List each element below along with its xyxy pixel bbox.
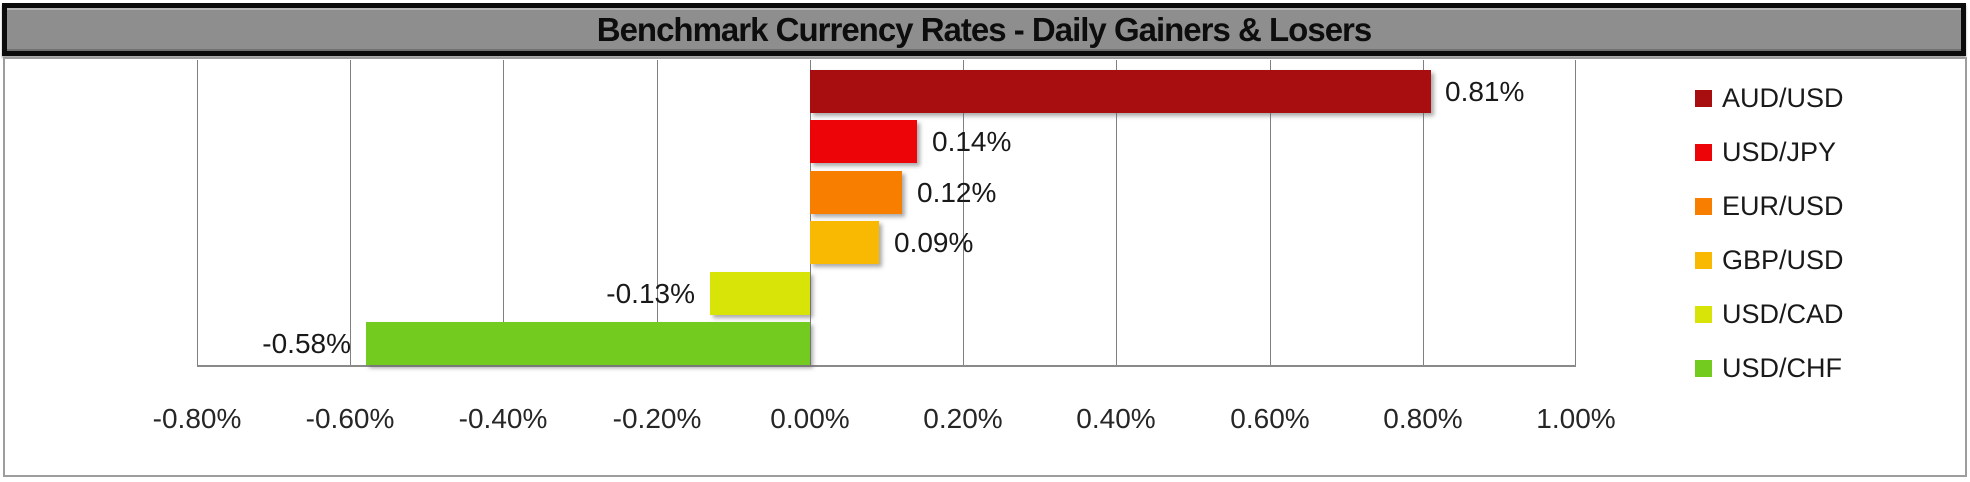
- legend-item-aud-usd: AUD/USD: [1695, 82, 1844, 113]
- legend-swatch-icon: [1695, 89, 1712, 107]
- legend-label: USD/CHF: [1722, 352, 1842, 383]
- legend-item-gbp-usd: GBP/USD: [1695, 244, 1844, 275]
- gridline: [963, 60, 964, 365]
- bar-gbp-usd: [810, 221, 879, 264]
- x-axis-tick-label: 0.00%: [770, 403, 850, 434]
- legend-label: AUD/USD: [1722, 82, 1844, 113]
- x-axis-tick-label: -0.60%: [305, 403, 395, 434]
- bar-eur-usd: [810, 171, 902, 214]
- legend-label: EUR/USD: [1722, 190, 1844, 221]
- legend-label: USD/JPY: [1722, 136, 1837, 167]
- legend-label: GBP/USD: [1722, 244, 1844, 275]
- legend-item-usd-chf: USD/CHF: [1695, 352, 1844, 383]
- x-axis-tick-label: 0.20%: [923, 403, 1003, 434]
- chart-canvas: [3, 57, 1967, 477]
- x-axis-tick-label: 0.80%: [1383, 403, 1463, 434]
- legend-swatch-icon: [1695, 305, 1712, 323]
- x-axis-tick-label: 0.40%: [1076, 403, 1156, 434]
- bar-value-label: 0.12%: [917, 177, 997, 208]
- legend-item-eur-usd: EUR/USD: [1695, 190, 1844, 221]
- bar-value-label: -0.58%: [262, 328, 351, 359]
- gridline: [197, 60, 198, 365]
- legend: AUD/USD USD/JPY EUR/USD GBP/USD USD/CAD USD/C…: [1695, 82, 1844, 383]
- gridline: [1116, 60, 1117, 365]
- x-axis-tick-label: 1.00%: [1536, 403, 1616, 434]
- x-axis-tick-label: -0.40%: [458, 403, 548, 434]
- gridline: [350, 60, 351, 365]
- gridline: [1270, 60, 1271, 365]
- x-axis-tick-label: 0.60%: [1230, 403, 1310, 434]
- x-axis-tick-label: -0.20%: [612, 403, 702, 434]
- chart-title: Benchmark Currency Rates - Daily Gainers…: [596, 10, 1373, 48]
- bar-value-label: 0.81%: [1445, 76, 1525, 107]
- bar-value-label: -0.13%: [606, 278, 695, 309]
- bar-value-label: 0.09%: [894, 227, 974, 258]
- legend-swatch-icon: [1695, 359, 1712, 377]
- legend-item-usd-jpy: USD/JPY: [1695, 136, 1844, 167]
- bar-aud-usd: [810, 70, 1431, 113]
- bar-usd-jpy: [810, 120, 917, 163]
- gridline: [1575, 60, 1576, 365]
- bar-usd-cad: [710, 272, 810, 315]
- legend-swatch-icon: [1695, 251, 1712, 269]
- bar-usd-chf: [366, 322, 810, 365]
- bar-value-label: 0.14%: [932, 126, 1012, 157]
- chart-title-bar: Benchmark Currency Rates - Daily Gainers…: [2, 3, 1966, 56]
- legend-label: USD/CAD: [1722, 298, 1844, 329]
- gridline: [1423, 60, 1424, 365]
- x-axis-tick-label: -0.80%: [152, 403, 242, 434]
- gridline: [657, 60, 658, 365]
- legend-swatch-icon: [1695, 197, 1712, 215]
- gridline: [503, 60, 504, 365]
- legend-item-usd-cad: USD/CAD: [1695, 298, 1844, 329]
- legend-swatch-icon: [1695, 143, 1712, 161]
